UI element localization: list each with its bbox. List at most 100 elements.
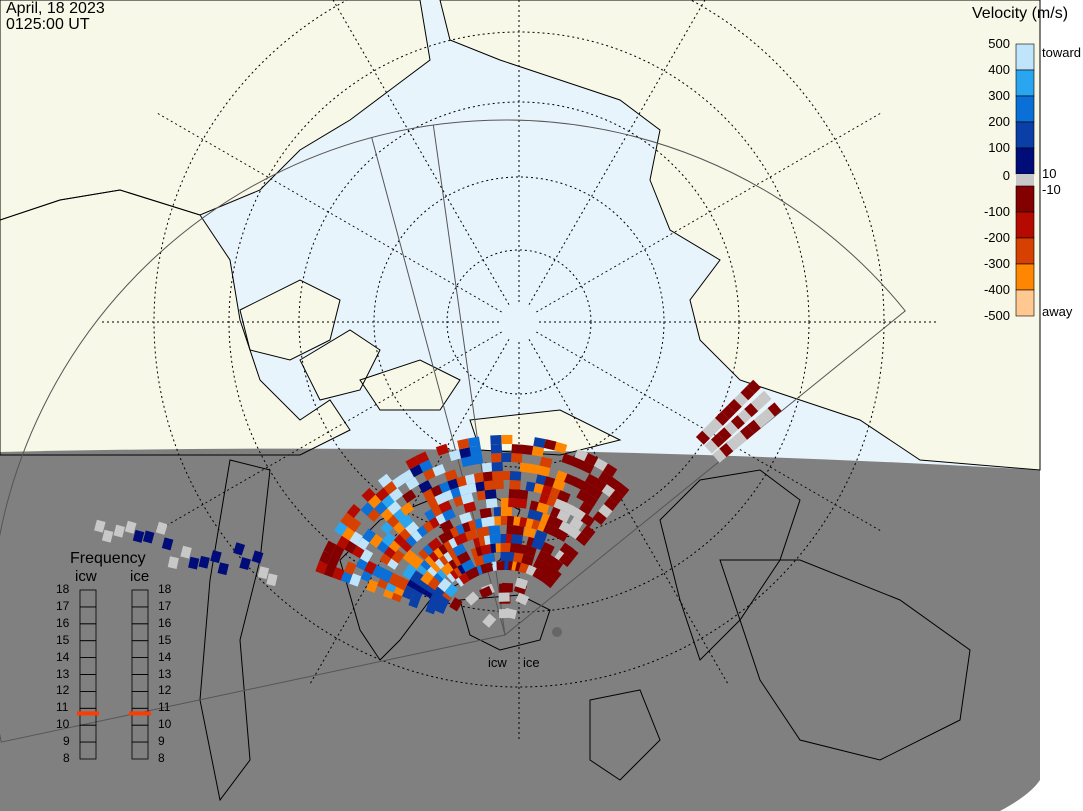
velocity-cell	[405, 521, 420, 536]
velocity-cell	[362, 528, 376, 543]
velocity-cell	[233, 542, 246, 556]
time-label: 0125:00 UT	[6, 16, 90, 33]
velocity-cell	[592, 511, 607, 525]
velocity-tick: -300	[983, 256, 1010, 271]
velocity-cell	[482, 613, 497, 628]
velocity-tick: 300	[988, 88, 1010, 103]
frequency-bar-cell	[131, 741, 149, 760]
velocity-cell	[444, 469, 458, 482]
velocity-cell	[439, 519, 454, 533]
velocity-cell	[489, 533, 502, 545]
velocity-cell	[461, 559, 476, 573]
longitude-line	[528, 0, 706, 305]
velocity-tick: 100	[988, 140, 1010, 155]
velocity-cell	[480, 543, 494, 556]
velocity-cell	[266, 573, 278, 587]
velocity-cell	[740, 425, 754, 440]
velocity-cell	[593, 457, 608, 472]
velocity-cell	[461, 455, 474, 468]
coastline	[339, 489, 521, 661]
velocity-cell	[409, 464, 424, 478]
frequency-tick: 15	[56, 632, 70, 647]
velocity-cell	[409, 555, 424, 570]
velocity-cell	[540, 542, 555, 555]
velocity-cell	[336, 535, 350, 550]
velocity-cell	[583, 493, 598, 508]
toward-label: toward	[1042, 45, 1082, 60]
velocity-cell	[760, 408, 775, 423]
velocity-cell	[349, 531, 363, 546]
velocity-cell	[448, 449, 462, 462]
velocity-cell	[717, 427, 732, 442]
velocity-cell	[438, 500, 453, 514]
velocity-cell	[598, 504, 613, 518]
velocity-cell	[584, 453, 599, 466]
coastline	[589, 689, 661, 781]
velocity-cell	[482, 552, 495, 564]
velocity-cell	[523, 526, 536, 539]
velocity-cell	[463, 501, 477, 514]
longitude-line	[332, 0, 510, 305]
velocity-cell	[217, 562, 229, 576]
velocity-cell	[564, 546, 579, 561]
colorbar-segment	[1015, 147, 1035, 175]
velocity-cell	[501, 582, 514, 593]
velocity-cell	[543, 439, 557, 451]
velocity-cell	[514, 543, 527, 555]
velocity-cell	[402, 549, 417, 564]
longitude-line	[155, 331, 502, 533]
velocity-cell	[427, 537, 443, 552]
radar-label-ice: ice	[523, 655, 540, 670]
velocity-cell	[531, 538, 545, 551]
velocity-cell	[740, 386, 755, 401]
velocity-cell	[372, 564, 385, 579]
velocity-cell	[409, 570, 424, 585]
velocity-cell	[719, 442, 734, 458]
velocity-cell	[556, 490, 571, 503]
velocity-cell	[536, 502, 550, 514]
velocity-cell	[516, 489, 529, 500]
frequency-marker	[77, 711, 99, 716]
frequency-tick: 12	[158, 683, 172, 698]
longitude-line	[528, 339, 730, 686]
velocity-cell	[257, 566, 270, 580]
frequency-radar-icw: icw	[75, 568, 97, 585]
velocity-cell	[465, 591, 480, 606]
velocity-cell	[167, 556, 179, 569]
velocity-cell	[399, 514, 414, 529]
velocity-cell	[400, 469, 415, 483]
velocity-cell	[418, 479, 433, 494]
velocity-cell	[549, 557, 564, 572]
velocity-cell	[581, 525, 596, 540]
velocity-cell	[534, 529, 548, 542]
velocity-cell	[511, 525, 524, 536]
velocity-cell	[383, 480, 398, 495]
velocity-vectors	[94, 379, 782, 628]
coastline	[239, 279, 341, 361]
land	[0, 0, 430, 220]
frequency-tick: 15	[158, 632, 172, 647]
velocity-cell	[387, 500, 402, 515]
velocity-cell	[161, 537, 174, 551]
frequency-tick: 16	[56, 615, 70, 630]
velocity-cell	[405, 476, 420, 491]
velocity-cell	[449, 597, 463, 612]
velocity-cell	[750, 396, 765, 412]
velocity-cell	[510, 453, 523, 463]
velocity-cell	[539, 456, 553, 468]
velocity-cell	[744, 402, 759, 418]
coastline	[299, 329, 381, 401]
velocity-cell	[558, 553, 573, 568]
land	[240, 280, 340, 360]
fov-outline	[0, 119, 906, 743]
velocity-cell	[603, 463, 618, 477]
velocity-cell	[528, 463, 541, 475]
velocity-cell	[469, 445, 482, 457]
velocity-cell	[94, 519, 106, 533]
velocity-cell	[715, 411, 730, 426]
velocity-cell	[363, 560, 377, 575]
colorbar-segment	[1015, 69, 1035, 97]
velocity-cell	[482, 471, 495, 482]
velocity-cell	[420, 570, 435, 585]
date-label: April, 18 2023	[6, 0, 105, 17]
